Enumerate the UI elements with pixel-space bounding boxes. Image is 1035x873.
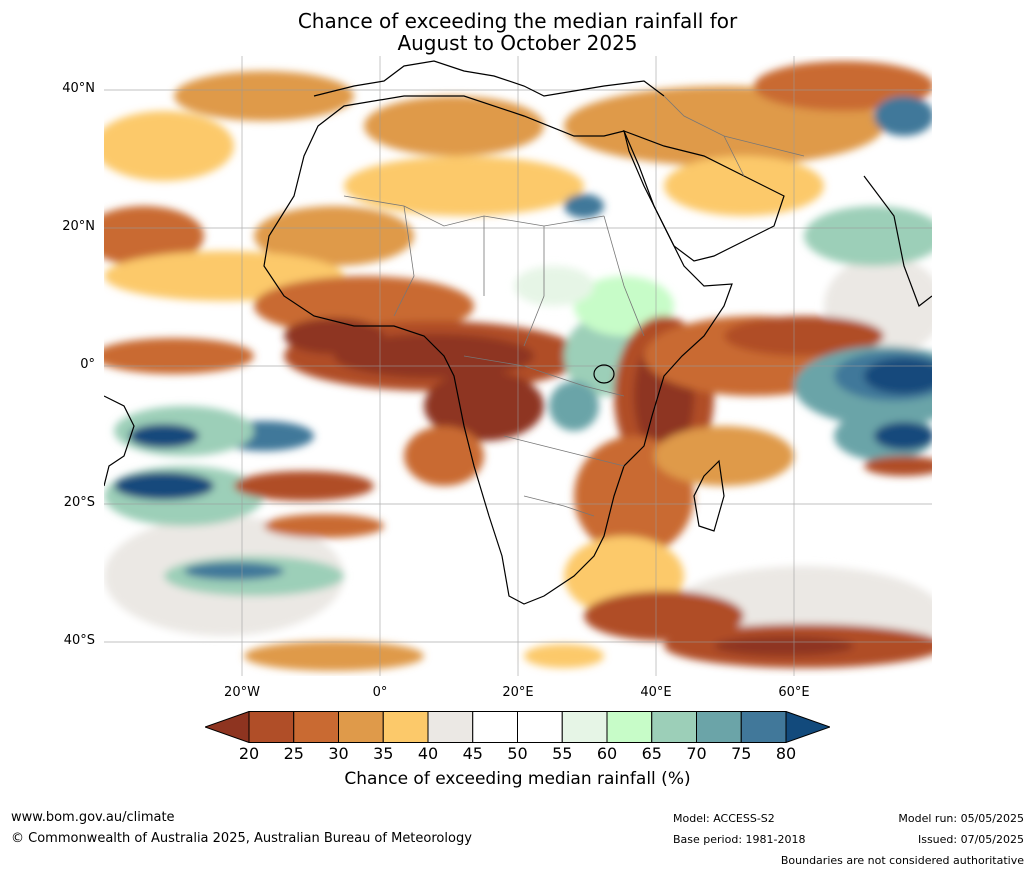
colorbar-arrow-high [785,711,830,743]
colorbar-segment [293,711,339,743]
lat-label-40n: 40°N [62,81,95,96]
colorbar-tick-label: 55 [552,744,573,763]
lon-label-20w: 20°W [224,685,260,700]
colorbar-segment [382,711,429,743]
lat-label-0: 0° [80,357,95,372]
title-line-2: August to October 2025 [397,31,638,55]
lon-label-40e: 40°E [640,685,672,700]
colorbar-arrow-low [205,711,250,743]
colorbar-tick-label: 60 [596,744,618,763]
colorbar-segment [696,711,742,743]
website-link[interactable]: www.bom.gov.au/climate [11,810,175,825]
colorbar-segment [472,711,518,743]
map-title: Chance of exceeding the median rainfall … [0,10,1035,54]
lat-label-40s: 40°S [63,633,95,648]
colorbar-tick-label: 45 [462,744,483,763]
colorbar-tick-label: 75 [731,744,752,763]
colorbar-tick-label: 40 [417,744,439,763]
colorbar-segment [248,711,295,743]
colorbar-segment [651,711,697,743]
base-period: Base period: 1981-2018 [673,833,806,846]
model-run-date: Model run: 05/05/2025 [898,812,1024,825]
model-name: Model: ACCESS-S2 [673,812,775,825]
colorbar-tick-label: 25 [283,744,304,763]
coastlines [104,60,932,605]
map-canvas [104,56,932,676]
lon-label-0: 0° [372,685,388,700]
rainfall-map [104,56,932,676]
colorbar-tick-label: 30 [328,744,349,763]
lon-label-20e: 20°E [502,685,534,700]
colorbar-tick-label: 35 [373,744,394,763]
boundaries-disclaimer: Boundaries are not considered authoritat… [780,854,1024,867]
colorbar-segment [740,711,787,743]
issued-date: Issued: 07/05/2025 [917,833,1024,846]
colorbar-title: Chance of exceeding median rainfall (%) [344,769,691,789]
country-borders [343,95,805,517]
lat-label-20s: 20°S [63,495,95,510]
graticule [104,56,932,676]
colorbar-segment [427,711,474,743]
colorbar-tick-label: 65 [641,744,662,763]
colorbar-tick-label: 70 [686,744,707,763]
colorbar-tick-label: 80 [775,744,797,763]
colorbar-tick-label: 20 [238,744,260,763]
colorbar-segment [561,711,608,743]
lat-label-20n: 20°N [62,219,95,234]
colorbar-segment [517,711,563,743]
colorbar-segment [338,711,384,743]
title-line-1: Chance of exceeding the median rainfall … [297,9,738,33]
lon-label-60e: 60°E [778,685,810,700]
copyright-text: © Commonwealth of Australia 2025, Austra… [11,831,472,846]
colorbar-segment [606,711,653,743]
colorbar [205,711,830,743]
colorbar-tick-label: 50 [507,744,528,763]
